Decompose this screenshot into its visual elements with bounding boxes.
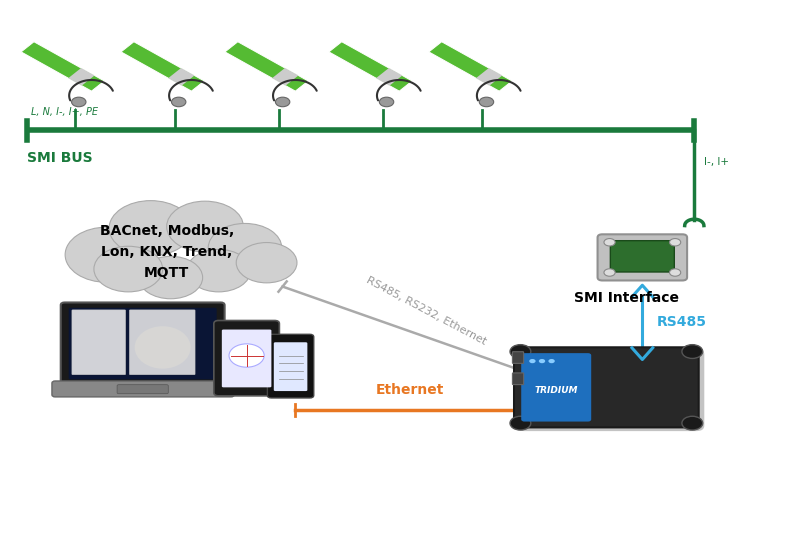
Text: RS485: RS485 <box>657 315 707 329</box>
Circle shape <box>510 345 530 359</box>
Polygon shape <box>376 68 402 86</box>
Text: I-, I+: I-, I+ <box>704 157 729 167</box>
Text: BACnet, Modbus,
Lon, KNX, Trend,
MQTT: BACnet, Modbus, Lon, KNX, Trend, MQTT <box>100 225 233 280</box>
Polygon shape <box>21 42 105 91</box>
Circle shape <box>236 242 297 283</box>
Text: SMI Interface: SMI Interface <box>574 291 679 304</box>
Polygon shape <box>272 68 299 86</box>
FancyBboxPatch shape <box>214 321 279 396</box>
FancyBboxPatch shape <box>513 373 523 385</box>
Circle shape <box>65 227 148 282</box>
Circle shape <box>604 239 615 246</box>
Circle shape <box>670 269 681 276</box>
Circle shape <box>167 201 243 252</box>
Circle shape <box>72 97 86 107</box>
FancyBboxPatch shape <box>274 343 308 391</box>
Polygon shape <box>168 68 195 86</box>
Text: SMI BUS: SMI BUS <box>27 151 93 165</box>
FancyBboxPatch shape <box>610 241 675 272</box>
Circle shape <box>529 359 535 363</box>
Circle shape <box>229 344 264 367</box>
Circle shape <box>187 249 250 292</box>
Text: L, N, I-, I+, PE: L, N, I-, I+, PE <box>31 107 97 117</box>
Circle shape <box>604 269 615 276</box>
FancyBboxPatch shape <box>222 330 271 388</box>
Circle shape <box>94 246 163 292</box>
FancyBboxPatch shape <box>60 302 225 385</box>
Ellipse shape <box>134 326 191 369</box>
FancyBboxPatch shape <box>52 381 234 397</box>
Polygon shape <box>329 42 412 91</box>
Circle shape <box>682 345 703 359</box>
Circle shape <box>682 416 703 430</box>
Text: RS485, RS232, Ethernet: RS485, RS232, Ethernet <box>364 276 488 347</box>
Circle shape <box>479 97 493 107</box>
Polygon shape <box>429 42 512 91</box>
Polygon shape <box>68 68 94 86</box>
Circle shape <box>109 200 192 256</box>
Circle shape <box>379 97 394 107</box>
FancyBboxPatch shape <box>117 385 168 394</box>
Circle shape <box>670 239 681 246</box>
FancyBboxPatch shape <box>517 349 704 431</box>
Circle shape <box>208 224 282 272</box>
Polygon shape <box>225 42 308 91</box>
Text: Ethernet: Ethernet <box>375 383 444 397</box>
FancyBboxPatch shape <box>521 353 591 421</box>
FancyBboxPatch shape <box>130 310 195 375</box>
Text: TRIDIUM: TRIDIUM <box>535 385 578 394</box>
FancyBboxPatch shape <box>597 234 687 280</box>
Circle shape <box>548 359 555 363</box>
FancyBboxPatch shape <box>514 347 699 427</box>
FancyBboxPatch shape <box>513 352 523 363</box>
Polygon shape <box>476 68 502 86</box>
Circle shape <box>510 416 530 430</box>
Circle shape <box>138 256 203 299</box>
FancyBboxPatch shape <box>267 334 314 398</box>
FancyBboxPatch shape <box>72 310 126 375</box>
FancyBboxPatch shape <box>68 308 217 379</box>
Circle shape <box>171 97 186 107</box>
Circle shape <box>539 359 545 363</box>
Polygon shape <box>121 42 204 91</box>
Circle shape <box>275 97 290 107</box>
